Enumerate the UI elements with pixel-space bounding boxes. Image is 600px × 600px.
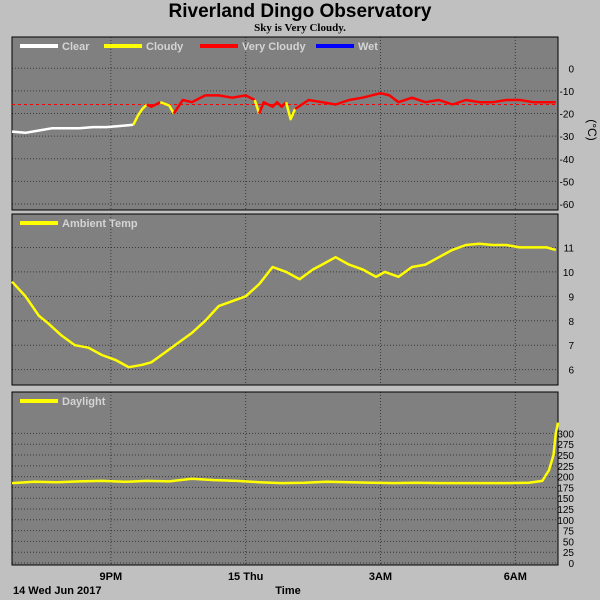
legend-label: Very Cloudy [242,41,306,53]
series-line-cloudy [159,101,175,115]
panel-1-ytick-label: 0 [568,64,574,75]
panel-3-background [11,391,559,566]
series-line-very-cloudy [258,100,287,114]
panel-3-ytick-label: 275 [557,440,574,451]
series-line-very-cloudy [172,94,256,115]
panel-1-ytick-label: -10 [560,87,575,98]
panel-3-ytick-label: 200 [557,473,574,484]
panel-3-ytick-label: 0 [568,559,574,570]
series-line-clear [11,123,134,135]
series-line-daylight [11,422,560,485]
panel-1-ytick-label: -50 [560,177,575,188]
panel-2-ytick-label: 9 [568,292,574,303]
panel-3-ytick-label: 50 [563,537,575,548]
panel-2-background [11,213,559,386]
legend-label: Ambient Temp [62,218,138,230]
panel-3-ytick-label: 25 [563,548,575,559]
y-axis-unit: (°C) [585,119,599,140]
x-tick-label: 15 Thu [228,571,263,583]
panel-3-ytick-label: 225 [557,462,574,473]
panel-1-ytick-label: -60 [560,200,575,211]
series-line-cloudy [284,101,297,121]
legend-label: Daylight [62,396,106,408]
panel-3-ytick-label: 175 [557,483,574,494]
panel-1-ytick-label: -20 [560,110,575,121]
series-line-very-cloudy [294,91,556,111]
panel-3-ytick-label: 100 [557,516,574,527]
x-axis-title: Time [275,585,300,597]
panel-2-ytick-label: 6 [568,366,574,377]
chart-subtitle: Sky is Very Cloudy. [254,22,346,34]
panel-2-ytick-label: 7 [568,341,574,352]
panel-1-ytick-label: -40 [560,155,575,166]
series-line-very-cloudy [146,101,161,109]
legend-label: Clear [62,41,90,53]
panel-2-ytick-label: 8 [568,317,574,328]
panel-3-ytick-label: 125 [557,505,574,516]
legend-label: Cloudy [146,41,184,53]
panel-2-ytick-label: 11 [564,243,575,254]
panel-1-background [11,36,559,211]
series-line-cloudy [132,103,148,126]
series-line-cloudy [253,99,261,114]
chart-title: Riverland Dingo Observatory [168,1,432,22]
panel-3-ytick-label: 75 [563,527,575,538]
panel-2-ytick-label: 10 [563,268,575,279]
panel-3-ytick-label: 300 [557,429,574,440]
panel-1-ytick-label: -30 [560,132,575,143]
x-start-date-label: 14 Wed Jun 2017 [13,585,101,597]
x-tick-label: 3AM [369,571,392,583]
legend-label: Wet [358,41,378,53]
x-tick-label: 9PM [100,571,123,583]
panel-3-ytick-label: 250 [557,451,574,462]
series-line-ambient-temp [11,242,557,369]
x-tick-label: 6AM [504,571,527,583]
panel-3-ytick-label: 150 [557,494,574,505]
